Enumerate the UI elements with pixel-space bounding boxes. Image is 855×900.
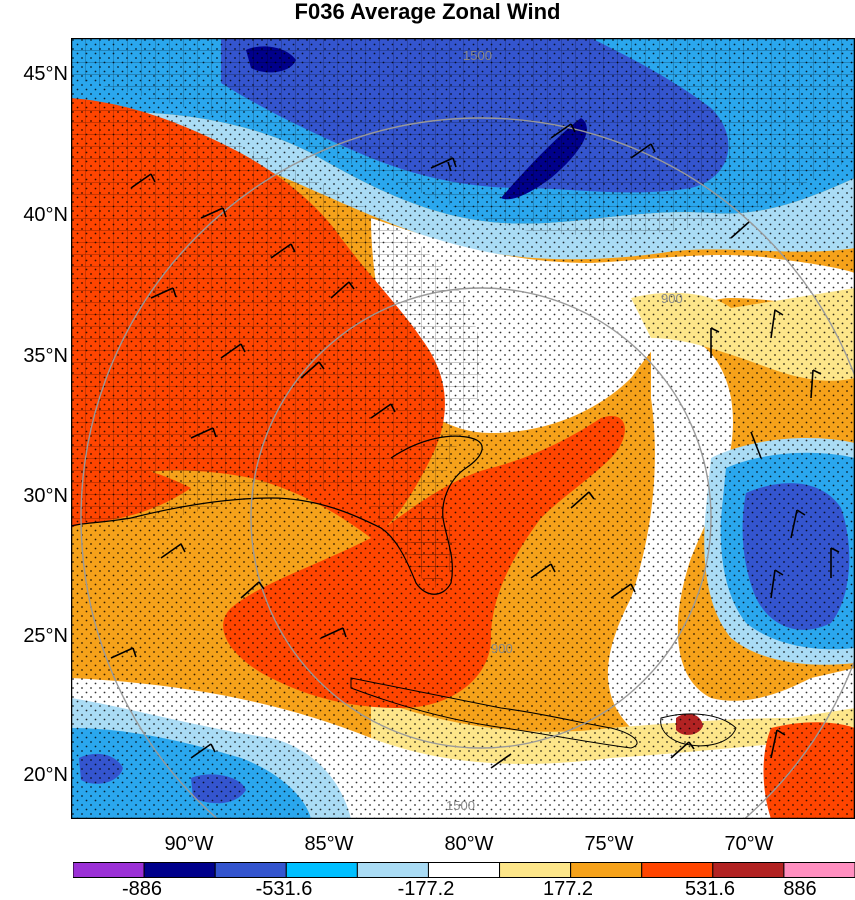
lon-label-90w: 90°W [164,833,214,855]
range-ring-labels: 1500 900 900 1500 [446,48,683,813]
colorbar-swatch [143,862,216,878]
ring-label: 900 [661,291,683,306]
lon-label-70w: 70°W [724,833,774,855]
colorbar-swatch [641,862,714,878]
county-boundaries-south [71,98,482,583]
colorbar-swatch [427,862,501,878]
lon-label-75w: 75°W [584,833,634,855]
ring-label: 1500 [446,798,475,813]
florida-counties [411,508,450,588]
ring-label: 900 [491,641,513,656]
lat-label-35n: 35°N [23,345,68,367]
lat-label-45n: 45°N [23,63,68,85]
colorbar-tick: 177.2 [542,878,594,900]
county-boundaries [71,38,855,236]
colorbar-swatch [570,862,643,878]
colorbar-swatch [285,862,358,878]
colorbar-swatch [712,862,785,878]
cuba-outline [350,677,638,749]
lat-label-25n: 25°N [23,625,68,647]
map-title: F036 Average Zonal Wind [294,0,561,24]
colorbar-swatch [783,862,855,878]
hispaniola-outline [660,713,737,747]
lat-label-20n: 20°N [23,764,68,786]
lat-label-40n: 40°N [23,204,68,226]
colorbar-tick: -531.6 [255,878,313,900]
ring-label: 1500 [463,48,492,63]
range-rings [80,117,855,819]
colorbar-swatch [499,862,572,878]
colorbar-tick: -177.2 [397,878,455,900]
colorbar-swatch [356,862,429,878]
coastline [71,435,483,595]
lon-label-85w: 85°W [304,833,354,855]
wind-field-map: 1500 900 900 1500 [71,38,855,819]
wind-barbs [110,123,840,769]
colorbar-tick: -886 [121,878,163,900]
colorbar-swatch [214,862,287,878]
map-panel: 1500 900 900 1500 [71,38,855,819]
lon-label-80w: 80°W [444,833,494,855]
colorbar-tick: 886 [783,878,817,900]
colorbar-tick: 531.6 [684,878,736,900]
colorbar [73,862,855,878]
colorbar-swatch [73,862,145,878]
lat-label-30n: 30°N [23,485,68,507]
